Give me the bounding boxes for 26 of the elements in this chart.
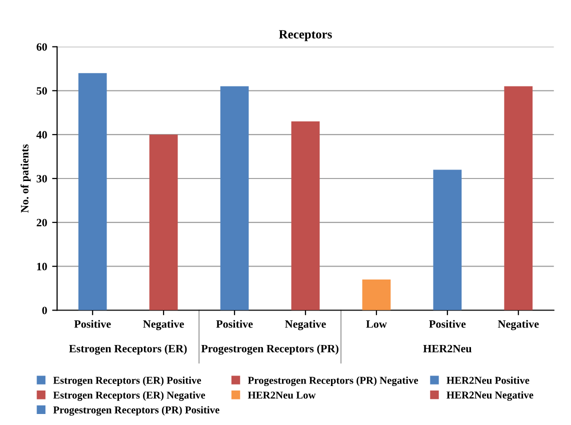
y-tick-label: 20 — [36, 218, 47, 226]
legend-label: Progestrogen Receptors (PR) Positive — [53, 406, 220, 416]
x-tick-label: Negative — [143, 320, 184, 330]
x-tick-label: Positive — [74, 320, 111, 328]
y-tick-label: 0 — [42, 306, 47, 314]
y-tick-label: 60 — [36, 43, 47, 51]
text: HER2Neu — [423, 344, 472, 352]
legend-label: Estrogen Receptors (ER) Negative — [53, 391, 206, 401]
x-tick-label: Negative — [285, 320, 326, 330]
legend-label: Estrogen Receptors (ER) Positive — [53, 376, 202, 386]
y-tick-label: 10 — [37, 262, 47, 270]
text: Progestrogen Receptors (PR) — [201, 344, 338, 355]
y-tick-label: 40 — [36, 131, 47, 139]
chart-title: Receptors — [278, 30, 332, 42]
text: Estrogen Receptors (ER) — [69, 344, 187, 355]
legend-label: HER2Neu Positive — [446, 376, 530, 384]
y-axis-title: No. of patients — [20, 144, 31, 213]
legend-label: HER2Neu Low — [248, 392, 316, 399]
y-tick-label: 30 — [36, 174, 47, 182]
x-tick-label: Positive — [429, 320, 466, 328]
x-tick-label: Positive — [216, 320, 253, 328]
legend-label: HER2Neu Negative — [446, 391, 534, 401]
x-tick-label: Negative — [498, 320, 539, 330]
legend-label: Progestrogen Receptors (PR) Negative — [248, 376, 418, 386]
x-tick-label: Low — [366, 320, 387, 328]
y-tick-label: 50 — [36, 87, 47, 95]
